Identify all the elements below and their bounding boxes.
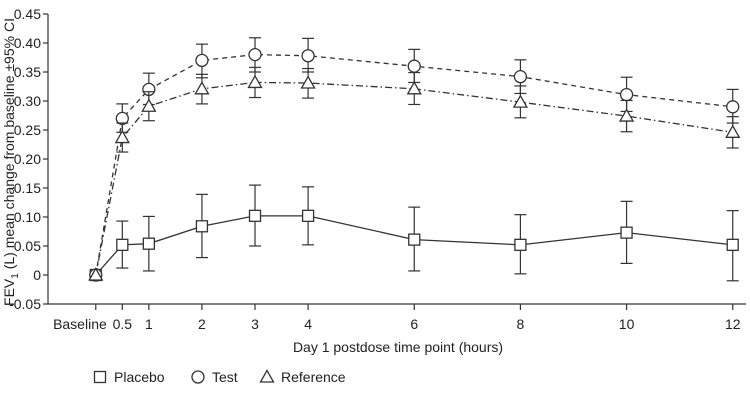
test-line: [95, 53, 733, 276]
x-tick-label: 0.5: [113, 316, 133, 332]
x-axis-label: Day 1 postdose time point (hours): [293, 339, 503, 355]
y-tick-label: 0.25: [14, 122, 41, 138]
series-layer: [88, 37, 741, 282]
x-tick-label: 3: [251, 316, 259, 332]
square-marker: [514, 238, 527, 251]
series-reference: [88, 66, 741, 281]
circle-marker: [726, 100, 740, 114]
triangle-marker: [259, 369, 275, 383]
y-axis-label: FEV1 (L) mean change from baseline ±95% …: [1, 18, 21, 306]
triangle-marker: [300, 75, 316, 89]
square-marker: [116, 238, 129, 251]
y-tick-label: 0.40: [14, 35, 41, 51]
y-tick-label: 0.15: [14, 180, 41, 196]
legend-label-placebo: Placebo: [114, 369, 165, 385]
x-tick-label: 10: [619, 316, 635, 332]
y-tick-label: 0.10: [14, 209, 41, 225]
y-tick-label: 0.45: [14, 6, 41, 22]
x-tick-label: 1: [145, 316, 153, 332]
x-tick-label: 4: [304, 316, 312, 332]
triangle-marker: [406, 80, 422, 95]
legend-label-reference: Reference: [281, 369, 346, 385]
y-axis-label-subscript: 1: [10, 273, 21, 279]
legend-label-test: Test: [212, 369, 238, 385]
triangle-marker: [194, 80, 210, 95]
axes: [47, 14, 746, 305]
square-marker: [301, 209, 315, 222]
reference-line: [95, 81, 733, 276]
x-tick-label: 2: [198, 316, 206, 332]
triangle-marker: [618, 108, 635, 122]
square-marker: [408, 233, 421, 246]
circle-marker: [195, 53, 209, 68]
x-tick-label: 12: [725, 316, 741, 332]
series-placebo: [89, 184, 739, 282]
triangle-marker: [512, 94, 529, 108]
y-ticks: -0.05 0 0.05 0.10 0.15 0.20 0.25 0.30 0.35 0.40 0.…: [9, 6, 48, 312]
square-marker: [726, 238, 739, 251]
triangle-marker: [141, 98, 157, 112]
y-tick-label: 0.20: [14, 151, 41, 167]
square-marker: [195, 220, 209, 233]
x-tick-label: Baseline: [53, 316, 107, 332]
y-tick-label: 0.05: [14, 238, 41, 254]
legend-item-placebo: Placebo: [93, 369, 165, 385]
legend-item-reference: Reference: [259, 369, 346, 385]
circle-marker: [407, 59, 421, 73]
y-tick-label: -0.05: [9, 296, 41, 312]
legend: Placebo Test Reference: [93, 369, 346, 385]
y-tick-label: 0.30: [14, 93, 41, 109]
square-marker: [248, 209, 262, 222]
circle-marker: [301, 49, 315, 63]
y-tick-label: 0: [33, 267, 41, 283]
legend-item-test: Test: [191, 369, 238, 385]
square-marker: [620, 226, 633, 239]
circle-marker: [191, 370, 205, 384]
y-tick-label: 0.35: [14, 64, 41, 80]
square-marker: [93, 370, 107, 384]
x-tick-label: 8: [517, 316, 525, 332]
circle-marker: [248, 47, 262, 62]
x-tick-label: 6: [410, 316, 418, 332]
square-marker: [142, 237, 156, 250]
triangle-marker: [88, 267, 104, 281]
triangle-marker: [725, 124, 741, 138]
circle-marker: [513, 69, 528, 84]
placebo-line: [95, 215, 733, 276]
triangle-marker: [114, 129, 130, 144]
x-ticks: Baseline 0.5 1 2 3 4 6 8 10 12: [53, 304, 741, 332]
circle-marker: [619, 87, 634, 102]
triangle-marker: [247, 74, 263, 89]
